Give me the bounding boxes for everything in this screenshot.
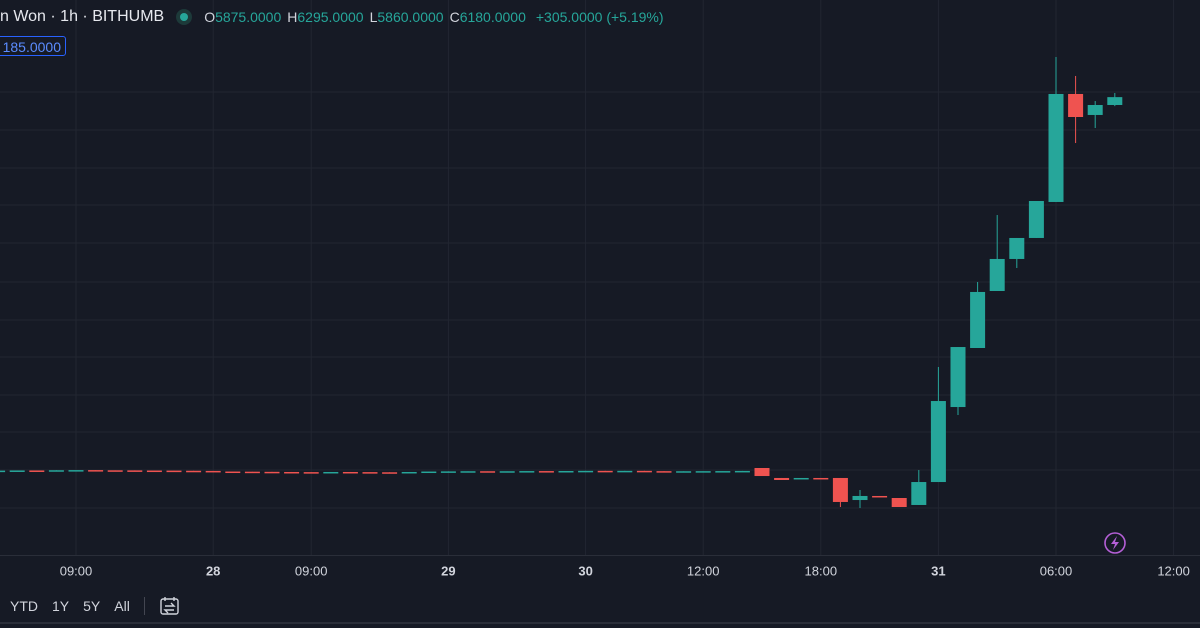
- candle-body: [656, 471, 672, 473]
- x-tick-label: 09:00: [60, 563, 93, 578]
- candle-body: [852, 495, 868, 501]
- candle-body: [48, 470, 64, 472]
- candle-body: [107, 470, 123, 472]
- candle-body: [695, 471, 711, 473]
- price-tag: 185.0000: [0, 36, 66, 56]
- h-grid: [0, 91, 1200, 509]
- candle-body: [911, 482, 927, 505]
- header: n Won · 1h · BITHUMB O5875.0000 H6295.00…: [0, 8, 664, 26]
- toolbar: YTD 1Y 5Y All: [0, 590, 1200, 624]
- ohlc-label: H: [287, 9, 298, 25]
- candle-body: [989, 258, 1005, 291]
- candle-body: [244, 471, 260, 474]
- candle-body: [1009, 237, 1025, 259]
- lightning-icon[interactable]: [1104, 532, 1126, 554]
- candle-body: [813, 477, 829, 480]
- candle-body: [1068, 93, 1084, 117]
- ohlc-value: 6295.0000: [297, 9, 364, 25]
- ohlc-label: O: [204, 9, 216, 25]
- ohlc-value: 6180.0000: [459, 9, 526, 25]
- candle-body: [519, 471, 535, 473]
- candle-body: [676, 471, 692, 473]
- candle-body: [146, 470, 162, 473]
- candle-body: [538, 471, 554, 473]
- candle-body: [499, 471, 515, 473]
- symbol: n Won · 1h · BITHUMB: [0, 8, 165, 25]
- candle-body: [636, 470, 652, 473]
- candle-body: [127, 470, 143, 472]
- candle-body: [382, 472, 398, 474]
- ohlc-value: 5860.0000: [377, 9, 444, 25]
- candle-body: [1048, 93, 1064, 202]
- ohlc-label: L: [369, 9, 378, 25]
- x-tick-label: 18:00: [805, 563, 838, 578]
- x-tick-label: 06:00: [1040, 563, 1073, 578]
- candle-body: [970, 291, 986, 348]
- candle-body: [1087, 105, 1103, 115]
- candle-body: [88, 470, 104, 472]
- candle-body: [480, 471, 496, 473]
- candle-body: [734, 470, 750, 473]
- candle-body: [401, 471, 417, 474]
- x-tick-label: 28: [206, 563, 220, 578]
- candle-body: [832, 477, 848, 502]
- candle-body: [617, 470, 633, 473]
- candle-body: [29, 470, 45, 472]
- candle-body: [264, 471, 280, 474]
- candle-body: [872, 495, 888, 498]
- candle-body: [558, 471, 574, 473]
- candle-body: [440, 471, 456, 473]
- candle-body: [186, 470, 202, 473]
- candle-body: [950, 347, 966, 408]
- candle-body: [9, 470, 25, 472]
- candle-body: [715, 471, 731, 473]
- range-button[interactable]: 1Y: [52, 598, 70, 614]
- candle-body: [225, 471, 241, 474]
- candle-body: [421, 471, 437, 474]
- range-button[interactable]: YTD: [10, 598, 38, 614]
- ohlc-value: 5875.0000: [215, 9, 282, 25]
- candle-body: [284, 471, 300, 474]
- x-tick-label: 12:00: [687, 563, 720, 578]
- candle-body: [342, 471, 358, 474]
- candle-body: [1107, 97, 1123, 105]
- candle-body: [68, 470, 84, 472]
- change: +305.0000 (+5.19%): [535, 9, 664, 25]
- x-tick-label: 09:00: [295, 563, 328, 578]
- status-dot: [180, 13, 189, 21]
- separator: [143, 597, 145, 615]
- candle-body: [578, 470, 594, 473]
- date-range-icon[interactable]: [159, 595, 181, 617]
- candle-body: [597, 470, 613, 473]
- candle-body: [754, 468, 770, 477]
- candle-body: [362, 472, 378, 474]
- candle-body: [793, 477, 809, 480]
- range-button[interactable]: 5Y: [83, 598, 101, 614]
- candle-body: [1028, 201, 1044, 238]
- candle-body: [323, 471, 339, 474]
- candle-body: [891, 498, 907, 507]
- x-tick-label: 12:00: [1157, 563, 1190, 578]
- range-button[interactable]: All: [114, 598, 130, 614]
- x-tick-label: 29: [441, 563, 455, 578]
- candle-body: [303, 472, 319, 474]
- candle-body: [460, 471, 476, 473]
- candle-body: [930, 401, 946, 483]
- ohlc: O5875.0000 H6295.0000 L5860.0000 C6180.0…: [204, 9, 526, 25]
- candle-body: [0, 470, 6, 473]
- candle-body: [774, 477, 790, 480]
- candle-body: [166, 470, 182, 473]
- candle-body: [205, 470, 221, 473]
- ohlc-label: C: [449, 9, 460, 25]
- x-tick-label: 30: [578, 563, 592, 578]
- x-tick-label: 31: [931, 563, 945, 578]
